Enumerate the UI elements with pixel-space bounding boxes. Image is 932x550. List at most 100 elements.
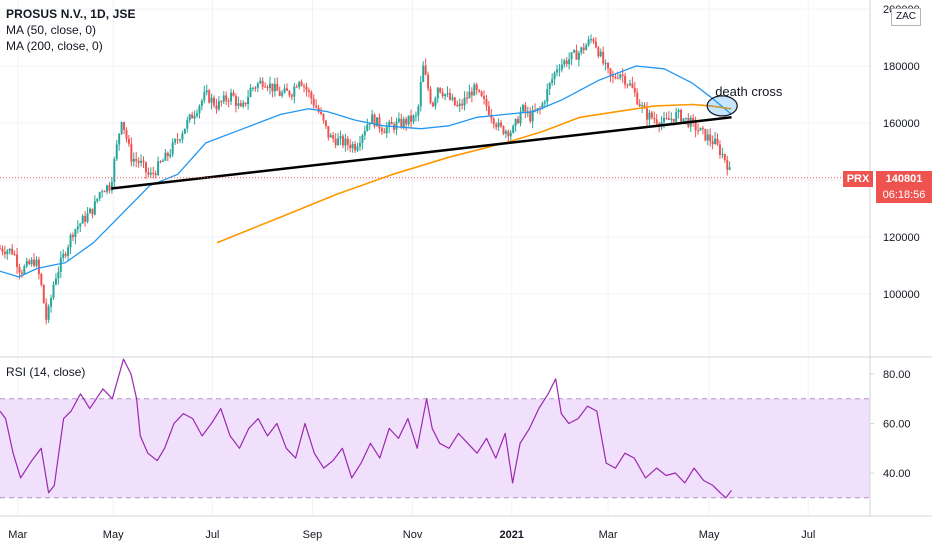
candle-body — [227, 100, 230, 102]
candle-body — [178, 139, 181, 141]
candle-body — [215, 105, 218, 110]
candle-body — [1, 248, 4, 252]
candle-body — [18, 266, 21, 273]
candle-body — [154, 173, 157, 175]
candle-body — [470, 91, 473, 96]
candle-body — [410, 115, 413, 122]
candle-body — [461, 103, 464, 106]
time-tick-label: Sep — [303, 529, 323, 541]
candle-body — [232, 92, 235, 96]
time-tick-label: May — [699, 529, 720, 541]
candle-body — [378, 117, 381, 129]
candle-body — [35, 259, 38, 266]
candle-body — [84, 216, 87, 222]
candle-body — [96, 198, 99, 202]
candle-body — [706, 134, 709, 141]
candle-body — [0, 248, 1, 250]
candle-body — [169, 154, 172, 157]
candle-body — [354, 144, 357, 151]
candle-body — [293, 86, 296, 97]
candle-body — [607, 62, 610, 69]
candle-body — [597, 47, 600, 57]
candle-body — [322, 113, 325, 121]
candle-body — [149, 172, 152, 175]
candle-body — [560, 64, 563, 70]
candle-body — [339, 136, 342, 139]
candle-body — [8, 248, 11, 252]
candle-body — [25, 260, 28, 267]
candle-body — [264, 86, 267, 88]
candle-body — [373, 114, 376, 127]
symbol-price-tag: PRX — [843, 171, 873, 187]
candle-body — [52, 284, 55, 298]
candle-body — [641, 105, 644, 107]
rsi-tick-label: 40.00 — [883, 468, 911, 480]
time-tick-label: Jul — [801, 529, 815, 541]
candle-body — [563, 60, 566, 65]
candle-body — [361, 135, 364, 143]
candle-body — [108, 185, 111, 191]
candle-body — [11, 248, 14, 255]
candle-body — [288, 90, 291, 96]
candle-body — [594, 41, 597, 48]
candle-body — [120, 122, 123, 134]
currency-scale-button[interactable]: ZAC — [891, 8, 921, 26]
time-tick-label: Jul — [205, 529, 219, 541]
candle-body — [431, 102, 434, 107]
candle-body — [585, 45, 588, 51]
candle-body — [512, 125, 515, 133]
candle-body — [20, 272, 23, 274]
price-tick-label: 180000 — [883, 61, 920, 73]
candle-body — [436, 87, 439, 99]
candle-body — [276, 83, 279, 91]
candle-body — [699, 127, 702, 131]
candle-body — [147, 172, 150, 175]
candle-body — [507, 131, 510, 137]
candle-body — [480, 91, 483, 97]
candle-body — [465, 97, 468, 99]
candle-body — [157, 161, 160, 175]
candle-body — [198, 105, 201, 114]
symbol-title: PROSUS N.V., 1D, JSE — [6, 7, 136, 21]
candle-body — [485, 98, 488, 107]
candle-body — [524, 105, 527, 113]
candle-body — [728, 167, 731, 170]
candle-body — [680, 110, 683, 122]
candle-body — [723, 154, 726, 160]
candle-body — [697, 130, 700, 132]
candle-body — [208, 90, 211, 103]
candle-body — [64, 253, 67, 256]
candle-body — [115, 144, 118, 160]
candle-body — [310, 92, 313, 99]
candle-body — [718, 144, 721, 155]
time-tick-label: Mar — [599, 529, 618, 541]
candle-body — [140, 160, 143, 163]
candle-body — [388, 121, 391, 128]
candle-body — [468, 91, 471, 99]
candle-body — [448, 93, 451, 100]
candle-body — [101, 191, 104, 193]
candle-body — [186, 119, 189, 129]
candle-body — [237, 103, 240, 106]
candle-body — [16, 254, 19, 267]
candle-body — [500, 122, 503, 127]
candle-body — [694, 120, 697, 131]
candle-body — [67, 247, 70, 256]
candle-body — [132, 158, 135, 162]
candle-body — [135, 158, 138, 161]
candle-body — [653, 117, 656, 120]
candle-body — [286, 88, 289, 91]
rsi-tick-label: 60.00 — [883, 419, 911, 431]
candle-body — [247, 96, 250, 105]
candle-body — [368, 122, 371, 125]
candle-body — [531, 109, 534, 122]
indicator-lines: death cross — [0, 65, 870, 499]
candle-body — [259, 80, 262, 84]
candle-body — [188, 114, 191, 120]
candle-body — [397, 118, 400, 122]
candle-body — [356, 146, 359, 151]
candle-body — [217, 101, 220, 110]
candle-body — [174, 139, 177, 143]
candle-body — [419, 81, 422, 107]
